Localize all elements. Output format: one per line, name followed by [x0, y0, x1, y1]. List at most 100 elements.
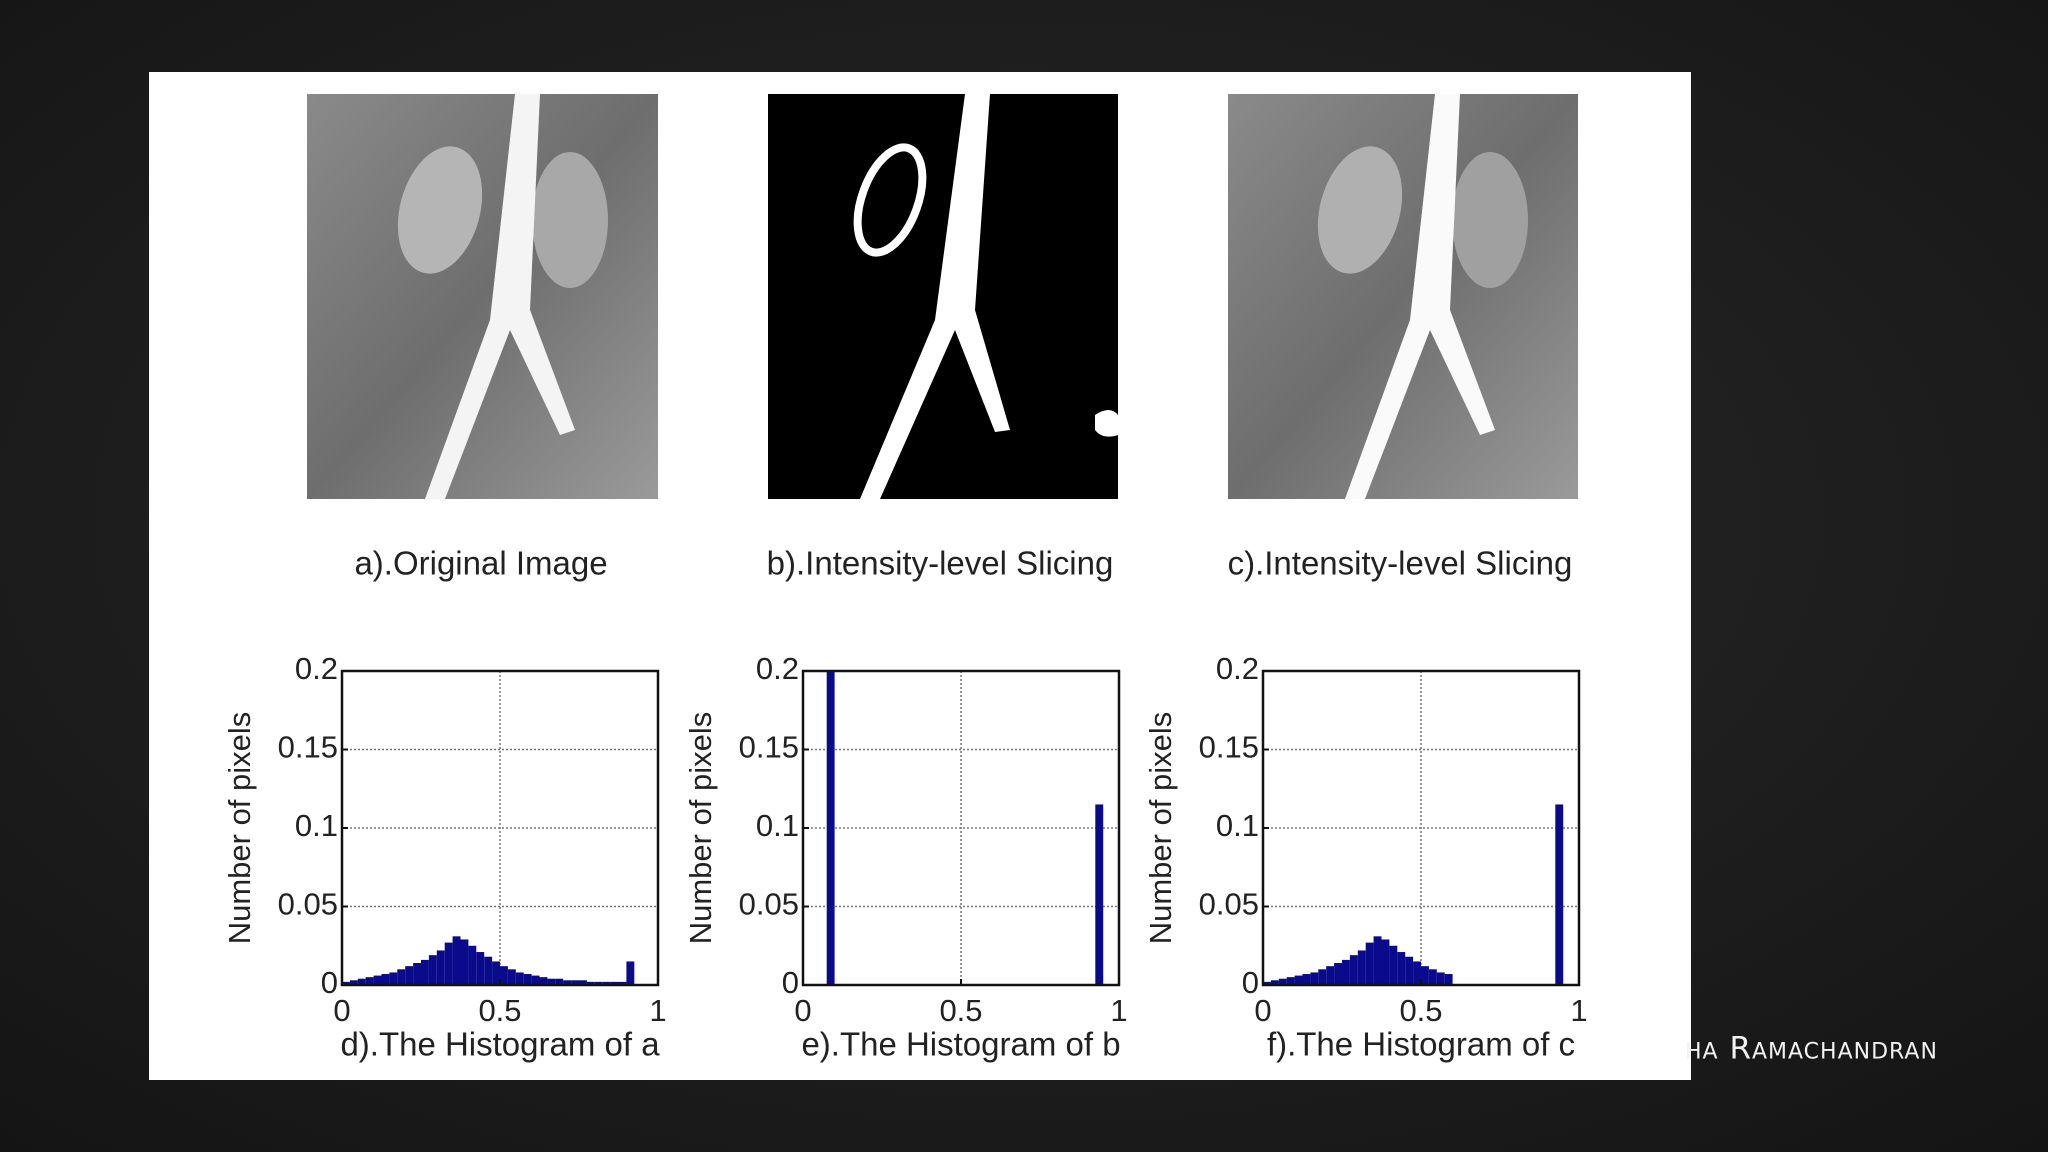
histogram-bar — [1421, 966, 1429, 985]
histogram-bar — [1318, 969, 1327, 985]
y-tick-label: 0.1 — [1216, 808, 1259, 843]
histogram-bar — [342, 981, 350, 985]
histogram-bar — [468, 945, 477, 985]
histogram-bar — [1278, 978, 1287, 985]
histogram-bar — [381, 974, 390, 985]
y-tick-label: 0.1 — [756, 808, 799, 843]
y-tick-label: 0.05 — [739, 887, 799, 922]
histogram-bar — [1310, 972, 1319, 985]
x-tick-label: 1 — [649, 993, 666, 1028]
histogram-bar — [1349, 955, 1358, 985]
histogram-bar — [1373, 936, 1382, 985]
histogram-bar — [357, 978, 366, 985]
x-tick-label: 0 — [794, 993, 811, 1028]
y-tick-label: 0.15 — [278, 730, 338, 765]
histogram-bar — [1095, 804, 1104, 985]
histogram-bar — [1263, 981, 1271, 985]
original-image — [307, 94, 658, 499]
x-axis-label: d).The Histogram of a — [340, 1026, 660, 1063]
histogram-bar — [484, 956, 493, 985]
histogram-bar — [1555, 804, 1564, 985]
histogram-bar — [618, 981, 627, 985]
y-tick-label: 0.15 — [1199, 730, 1259, 765]
x-tick-label: 0 — [1254, 993, 1271, 1028]
histogram-bar — [626, 961, 635, 985]
y-tick-label: 0 — [1242, 965, 1259, 1000]
histogram-bar — [1286, 977, 1295, 985]
histogram-bar — [452, 936, 461, 985]
histogram-bar — [594, 981, 603, 985]
author-footer: ha Ramachandran — [1685, 1031, 1938, 1067]
y-tick-label: 0.2 — [1216, 651, 1259, 686]
y-tick-label: 0.2 — [756, 651, 799, 686]
histogram-bar — [1294, 975, 1303, 985]
histogram-bar — [1428, 969, 1437, 985]
histogram-bar — [373, 975, 382, 985]
histogram-bar — [515, 972, 524, 985]
histogram-bar — [1334, 963, 1342, 985]
histogram-bar — [579, 980, 587, 985]
x-axis-label: f).The Histogram of c — [1267, 1026, 1575, 1063]
image-caption: b).Intensity-level Slicing — [767, 545, 1114, 582]
histogram-bar — [405, 966, 414, 985]
histogram-bar — [428, 955, 437, 985]
histogram-bar — [1397, 952, 1406, 985]
bars — [342, 936, 635, 985]
histogram-bar — [531, 975, 540, 985]
histogram-bar — [476, 952, 485, 985]
histogram-bar — [1389, 945, 1398, 985]
image-caption: a).Original Image — [354, 545, 607, 582]
histogram-bar — [1302, 974, 1311, 985]
y-tick-label: 0.15 — [739, 730, 799, 765]
y-tick-label: 0.05 — [1199, 887, 1259, 922]
sliced-image-binary — [768, 94, 1118, 499]
histogram-bar — [547, 978, 556, 985]
sliced-image-preserved — [1228, 94, 1578, 499]
y-tick-label: 0.1 — [295, 808, 338, 843]
histogram-bar — [539, 977, 548, 985]
histogram-bar — [523, 974, 532, 985]
histogram-chart: 0 0.05 0.1 0.15 0.2 0 0.5 1e).The Histogram of … — [683, 651, 1127, 1063]
histogram-bar — [1381, 939, 1390, 985]
histogram-bar — [610, 981, 619, 985]
x-axis-label: e).The Histogram of b — [801, 1026, 1120, 1063]
histogram-bar — [397, 969, 406, 985]
x-tick-label: 0 — [333, 993, 350, 1028]
histogram-bar — [460, 939, 469, 985]
x-tick-label: 1 — [1110, 993, 1127, 1028]
histogram-bar — [586, 981, 595, 985]
histogram-bar — [571, 980, 579, 985]
histogram-bar — [826, 671, 835, 985]
y-tick-label: 0 — [782, 965, 799, 1000]
histogram-bar — [1436, 972, 1445, 985]
y-tick-label: 0.2 — [295, 651, 338, 686]
x-tick-label: 1 — [1570, 993, 1587, 1028]
y-tick-label: 0 — [321, 965, 338, 1000]
histogram-bar — [1342, 959, 1350, 985]
histogram-bar — [1444, 974, 1453, 985]
histogram-bar — [492, 961, 500, 985]
histogram-bar — [507, 969, 516, 985]
histogram-bar — [563, 980, 572, 985]
histogram-bar — [365, 977, 374, 985]
histogram-bar — [1326, 966, 1335, 985]
histogram-bar — [444, 942, 453, 985]
x-tick-label: 0.5 — [478, 993, 521, 1028]
bars — [826, 671, 1104, 985]
histogram-chart: 0 0.05 0.1 0.15 0.2 0 0.5 1f).The Histogram of … — [1143, 651, 1587, 1063]
y-axis-label: Number of pixels — [1143, 712, 1178, 945]
histogram-bar — [602, 981, 611, 985]
histogram-bar — [555, 978, 564, 985]
y-tick-label: 0.05 — [278, 887, 338, 922]
histogram-bar — [1405, 956, 1414, 985]
histogram-bar — [389, 972, 398, 985]
histogram-bar — [1413, 961, 1421, 985]
x-tick-label: 0.5 — [1399, 993, 1442, 1028]
histogram-bar — [500, 966, 508, 985]
histogram-bar — [1365, 942, 1374, 985]
histogram-bar — [413, 963, 421, 985]
histogram-bar — [436, 950, 445, 985]
histogram-bar — [1270, 980, 1279, 985]
histogram-bar — [1357, 950, 1366, 985]
